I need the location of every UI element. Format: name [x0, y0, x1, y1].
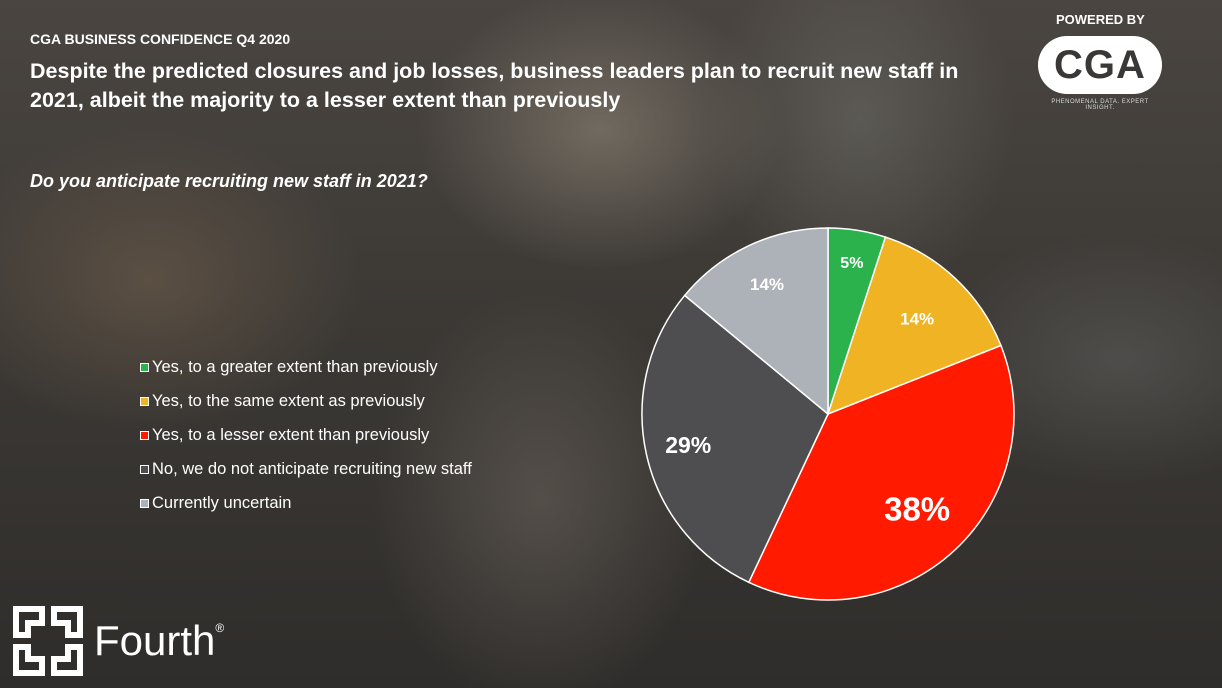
- legend-item: Yes, to a lesser extent than previously: [140, 418, 472, 452]
- pie-slice-label: 14%: [750, 275, 784, 294]
- legend-swatch: [140, 498, 149, 508]
- fourth-registered-mark: ®: [215, 621, 225, 635]
- fourth-logo-icon: [13, 606, 83, 676]
- legend-item: No, we do not anticipate recruiting new …: [140, 452, 472, 486]
- fourth-logo: Fourth ®: [12, 605, 224, 677]
- pie-slice-label: 29%: [665, 432, 711, 458]
- chart-legend: Yes, to a greater extent than previously…: [140, 350, 472, 520]
- slide-headline: Despite the predicted closures and job l…: [30, 59, 959, 112]
- pie-chart: 5% 14% 38% 29% 14%: [641, 227, 1015, 601]
- chart-question: Do you anticipate recruiting new staff i…: [30, 171, 428, 191]
- pie-slice-label: 5%: [840, 255, 863, 272]
- legend-item: Currently uncertain: [140, 486, 472, 520]
- powered-by-label: POWERED BY: [1056, 12, 1145, 27]
- legend-label: Yes, to the same extent as previously: [152, 391, 425, 410]
- pie-slice-label: 14%: [900, 310, 934, 329]
- legend-label: Yes, to a lesser extent than previously: [152, 425, 430, 444]
- pie-slice: [747, 344, 1015, 601]
- legend-item: Yes, to the same extent as previously: [140, 384, 472, 418]
- legend-swatch: [140, 362, 149, 372]
- report-eyebrow: CGA BUSINESS CONFIDENCE Q4 2020: [30, 31, 291, 47]
- pie-slice: [683, 227, 829, 416]
- legend-label: Yes, to a greater extent than previously: [152, 357, 438, 376]
- fourth-logo-wordmark: Fourth: [94, 617, 216, 664]
- legend-swatch: [140, 430, 149, 440]
- legend-label: No, we do not anticipate recruiting new …: [152, 459, 472, 478]
- cga-logo: CGA: [1038, 36, 1162, 94]
- cga-tagline: PHENOMENAL DATA. EXPERT INSIGHT.: [1051, 99, 1149, 111]
- legend-label: Currently uncertain: [152, 493, 292, 512]
- legend-item: Yes, to a greater extent than previously: [140, 350, 472, 384]
- legend-swatch: [140, 464, 149, 474]
- pie-slice-label: 38%: [884, 490, 950, 527]
- pie-slice: [641, 294, 829, 584]
- legend-swatch: [140, 396, 149, 406]
- pie-slice: [826, 236, 1002, 416]
